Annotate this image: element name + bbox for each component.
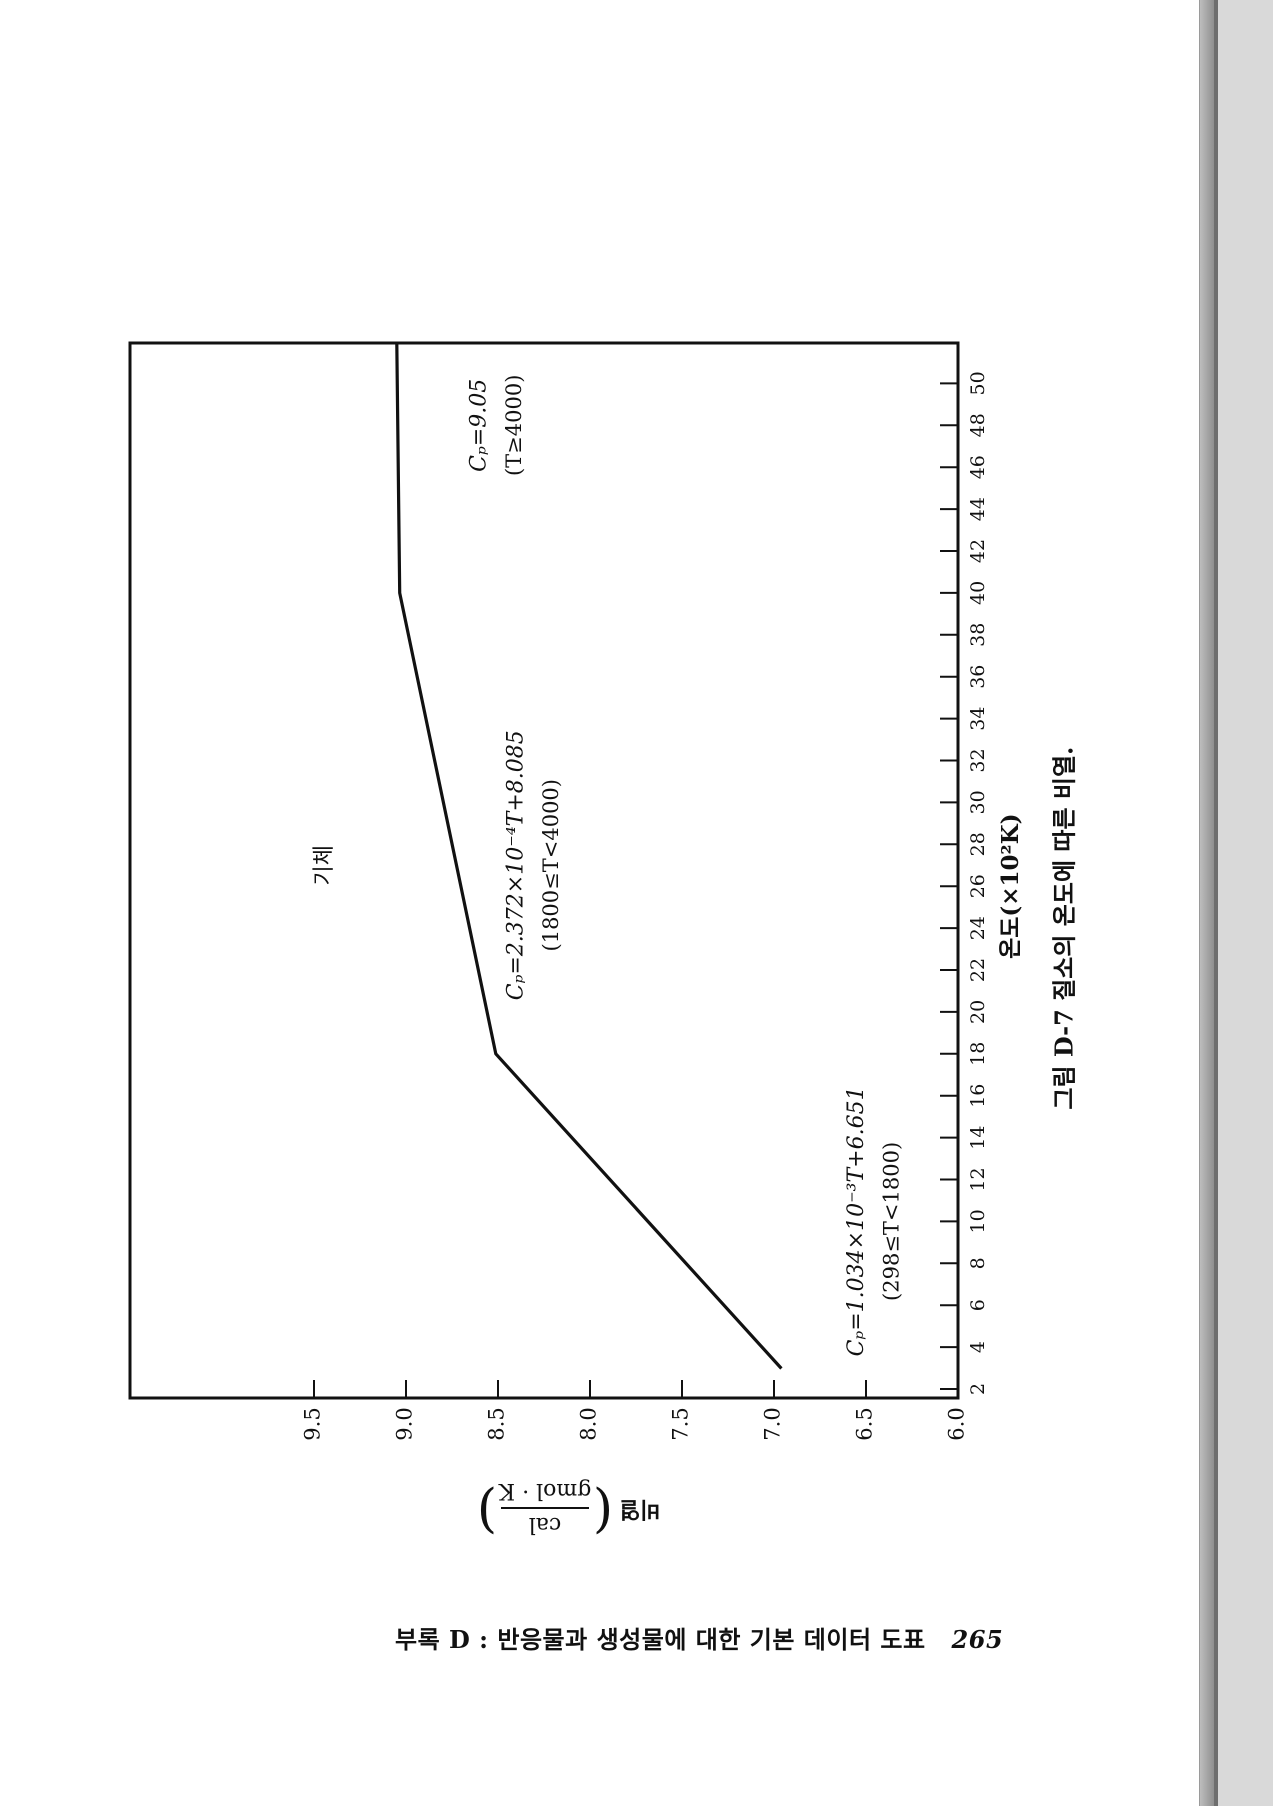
- x-tick-label: 2: [967, 1383, 989, 1395]
- page-number: 265: [951, 1625, 1004, 1654]
- x-tick-label: 16: [967, 1084, 989, 1108]
- x-tick-label: 44: [967, 497, 989, 521]
- x-tick-label: 10: [967, 1209, 989, 1233]
- x-tick-label: 50: [967, 371, 989, 395]
- x-tick-label: 40: [967, 581, 989, 605]
- equation-range-1: (298≤T<1800): [879, 1142, 903, 1301]
- x-tick-label: 4: [967, 1341, 989, 1353]
- equation-annotation-3: Cₚ=9.05: [467, 379, 492, 472]
- figure-caption: 그림 D-7 질소의 온도에 따른 비열.: [1050, 747, 1079, 1110]
- y-unit-numerator: cal: [529, 1512, 561, 1537]
- y-unit-denominator: gmol · K: [498, 1478, 591, 1503]
- y-tick-label: 9.0: [393, 1407, 417, 1440]
- bracket-left-icon: (: [593, 1482, 613, 1542]
- page-sheet: [0, 0, 1200, 1806]
- heat-capacity-chart: 2468101214161820222426283032343638404244…: [128, 341, 1079, 1542]
- y-tick-label: 7.0: [761, 1407, 785, 1440]
- equation-range-3: (T≥4000): [502, 375, 526, 476]
- y-axis-title-group: 비열 ( cal gmol · K): [477, 1478, 660, 1542]
- page-edge-shadow: [1200, 0, 1214, 1806]
- heat-capacity-line: [395, 342, 783, 1370]
- x-tick-label: 38: [967, 623, 989, 647]
- x-tick-label: 36: [967, 665, 989, 689]
- y-tick-label: 7.5: [669, 1407, 693, 1440]
- x-axis-title: 온도(×10²K): [997, 813, 1024, 958]
- x-tick-label: 48: [967, 413, 989, 437]
- equation-annotation-1: Cₚ=1.034×10⁻³T+6.651: [844, 1086, 869, 1356]
- x-tick-label: 18: [967, 1042, 989, 1066]
- y-axis-title: 비열: [620, 1496, 660, 1521]
- x-tick-label: 24: [967, 916, 989, 940]
- bracket-right-icon: ): [477, 1482, 497, 1542]
- x-tick-label: 20: [967, 1000, 989, 1024]
- x-tick-label: 12: [967, 1167, 989, 1191]
- x-tick-label: 8: [967, 1257, 989, 1269]
- x-tick-label: 34: [967, 707, 989, 731]
- x-tick-label: 14: [967, 1126, 989, 1150]
- equation-range-2: (1800≤T<4000): [539, 779, 563, 951]
- region-label: 기체: [312, 845, 337, 885]
- y-tick-label: 6.0: [945, 1407, 969, 1440]
- page-footer: 부록 D : 반응물과 생성물에 대한 기본 데이터 도표 265: [395, 1620, 1003, 1655]
- x-tick-label: 30: [967, 790, 989, 814]
- y-tick-label: 6.5: [853, 1407, 877, 1440]
- y-tick-label: 8.5: [485, 1407, 509, 1440]
- x-tick-label: 22: [967, 958, 989, 982]
- equation-annotation-2: Cₚ=2.372×10⁻⁴T+8.085: [503, 730, 528, 1000]
- x-tick-label: 42: [967, 539, 989, 563]
- x-tick-label: 6: [967, 1299, 989, 1311]
- x-tick-label: 26: [967, 874, 989, 898]
- y-tick-label: 8.0: [577, 1407, 601, 1440]
- page-edge-line: [1214, 0, 1218, 1806]
- x-tick-label: 28: [967, 832, 989, 856]
- x-tick-label: 32: [967, 748, 989, 772]
- plot-frame: [128, 341, 960, 1400]
- y-tick-label: 9.5: [301, 1407, 325, 1440]
- x-tick-label: 46: [967, 455, 989, 479]
- footer-title: 부록 D : 반응물과 생성물에 대한 기본 데이터 도표: [395, 1625, 926, 1654]
